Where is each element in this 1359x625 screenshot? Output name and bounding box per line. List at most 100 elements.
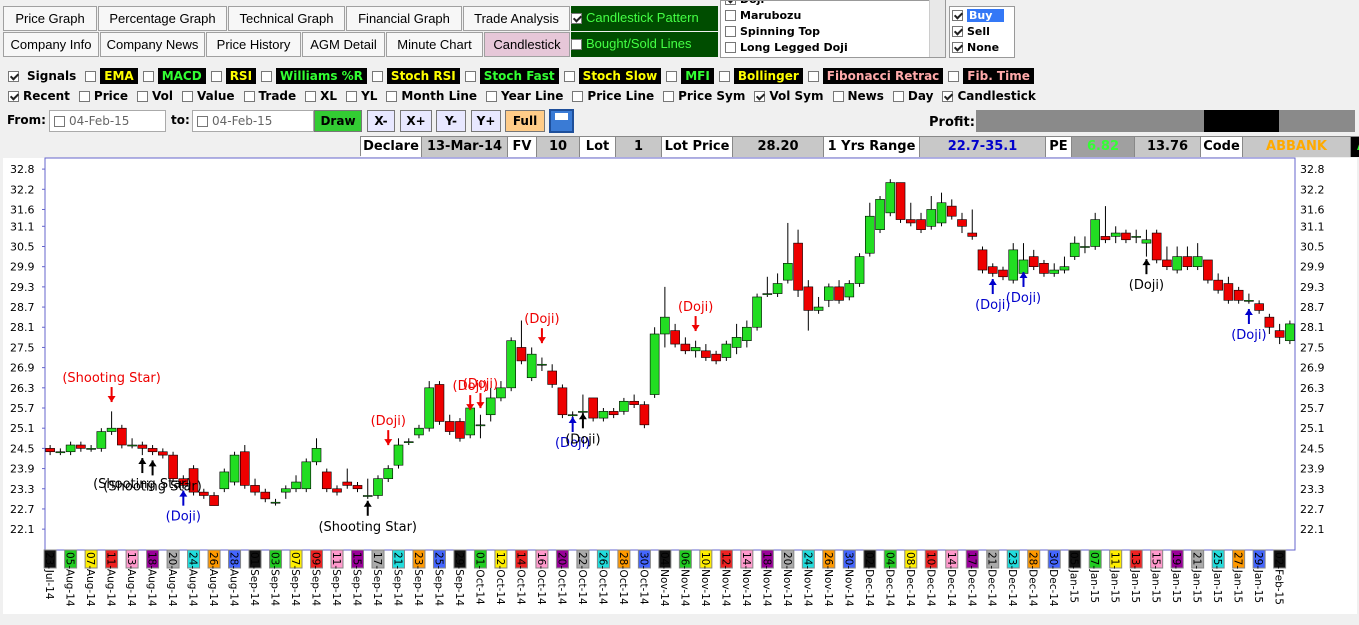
checkbox[interactable] (754, 90, 766, 102)
indicator[interactable]: Fib. Time (948, 68, 1034, 84)
to-date[interactable]: 04-Feb-15 (192, 110, 314, 132)
indicator[interactable]: Stoch Fast (464, 68, 559, 84)
option[interactable]: News (832, 89, 884, 103)
filter-item[interactable]: Buy (952, 9, 1005, 22)
checkbox[interactable] (563, 70, 575, 82)
filter-item[interactable]: None (952, 41, 999, 54)
toolbar-button[interactable]: X- (367, 110, 395, 132)
pattern-arrowhead (179, 490, 188, 497)
indicator[interactable]: MFI (666, 68, 714, 84)
toolbar-button[interactable]: Y- (436, 110, 466, 132)
from-date[interactable]: 04-Feb-15 (49, 110, 166, 132)
checkbox[interactable] (464, 70, 476, 82)
checkbox[interactable] (8, 90, 19, 102)
option[interactable]: YL (346, 89, 377, 103)
tab-button[interactable]: Minute Chart (386, 32, 483, 57)
option[interactable]: Price Sym (663, 89, 745, 103)
checkbox[interactable] (486, 90, 498, 102)
option[interactable]: Month Line (386, 89, 477, 103)
filter-item[interactable]: Sell (952, 25, 990, 38)
checkbox[interactable] (346, 90, 358, 102)
candle-body (342, 481, 353, 486)
tab-button[interactable]: Trade Analysis (463, 6, 570, 31)
option[interactable]: Price Line (572, 89, 654, 103)
option[interactable]: Trade (243, 89, 297, 103)
checkbox[interactable] (142, 70, 154, 82)
option[interactable]: Price (78, 89, 128, 103)
checkbox[interactable] (718, 70, 730, 82)
tab-button[interactable]: Candlestick (484, 32, 570, 57)
indicator[interactable]: Williams %R (261, 68, 367, 84)
tab-button[interactable]: Percentage Graph (98, 6, 227, 31)
tab-button[interactable]: Financial Graph (346, 6, 462, 31)
checkbox[interactable] (572, 90, 584, 102)
checkbox[interactable] (892, 90, 904, 102)
y-tick-label-right: 26.3 (1300, 382, 1325, 395)
checkbox[interactable] (725, 1, 736, 5)
tab-button[interactable]: Price Graph (3, 6, 97, 31)
checkbox[interactable] (182, 90, 193, 102)
checkbox[interactable] (137, 90, 148, 102)
option[interactable]: XL (305, 89, 337, 103)
option[interactable]: Value (182, 89, 235, 103)
option[interactable]: Day (892, 89, 933, 103)
pattern-option[interactable]: Candlestick Pattern (571, 6, 718, 31)
checkbox[interactable] (952, 10, 963, 21)
checkbox[interactable] (305, 90, 317, 102)
indicator[interactable]: Signals (8, 68, 81, 84)
checkbox[interactable] (85, 70, 97, 82)
indicator[interactable]: MACD (142, 68, 206, 84)
checkbox[interactable] (725, 42, 736, 53)
option-label: Trade (258, 89, 297, 103)
checkbox[interactable] (948, 70, 960, 82)
tab-button[interactable]: AGM Detail (302, 32, 385, 57)
option[interactable]: Candlestick (942, 89, 1036, 103)
tab-button[interactable]: Technical Graph (228, 6, 345, 31)
indicator[interactable]: RSI (210, 68, 257, 84)
indicator[interactable]: Stoch Slow (563, 68, 662, 84)
checkbox[interactable] (663, 90, 675, 102)
date-box (1047, 549, 1061, 569)
indicator[interactable]: Fibonacci Retrac (807, 68, 944, 84)
checkbox[interactable] (942, 90, 954, 102)
option[interactable]: Vol Sym (754, 89, 824, 103)
option[interactable]: Recent (8, 89, 70, 103)
toolbar-button[interactable]: Draw (314, 110, 362, 132)
checkbox[interactable] (8, 70, 19, 82)
checkbox[interactable] (386, 90, 398, 102)
checkbox[interactable] (243, 90, 255, 102)
checkbox[interactable] (952, 26, 963, 37)
checkbox[interactable] (725, 10, 736, 21)
indicator[interactable]: Stoch RSI (371, 68, 460, 84)
option[interactable]: Year Line (486, 89, 563, 103)
checkbox[interactable] (952, 42, 963, 53)
checkbox[interactable] (571, 39, 582, 50)
tab-button[interactable]: Company Info (3, 32, 99, 57)
indicator[interactable]: Bollinger (718, 68, 803, 84)
pattern-item[interactable]: Long Legged Doji (725, 41, 848, 54)
checkbox[interactable] (807, 70, 819, 82)
option[interactable]: Vol (137, 89, 173, 103)
x-tick-label: 25-Sep-14 (432, 552, 444, 606)
checkbox[interactable] (725, 26, 736, 37)
checkbox[interactable] (78, 90, 90, 102)
pattern-item[interactable]: Marubozu (725, 9, 801, 22)
pattern-item[interactable]: Spinning Top (725, 25, 820, 38)
toolbar-button[interactable]: X+ (400, 110, 432, 132)
save-icon[interactable] (549, 109, 574, 133)
pattern-item[interactable]: Doji (725, 1, 764, 6)
checkbox[interactable] (832, 90, 844, 102)
checkbox[interactable] (371, 70, 383, 82)
checkbox[interactable] (666, 70, 678, 82)
toolbar-button[interactable]: Full (505, 110, 545, 132)
checkbox[interactable] (571, 13, 582, 24)
scrollbar[interactable] (929, 0, 945, 57)
checkbox[interactable] (210, 70, 222, 82)
date-box (904, 549, 918, 569)
tab-button[interactable]: Company News (100, 32, 205, 57)
indicator[interactable]: EMA (85, 68, 138, 84)
toolbar-button[interactable]: Y+ (471, 110, 501, 132)
tab-button[interactable]: Price History (206, 32, 301, 57)
pattern-option[interactable]: Bought/Sold Lines (571, 32, 718, 57)
checkbox[interactable] (261, 70, 273, 82)
